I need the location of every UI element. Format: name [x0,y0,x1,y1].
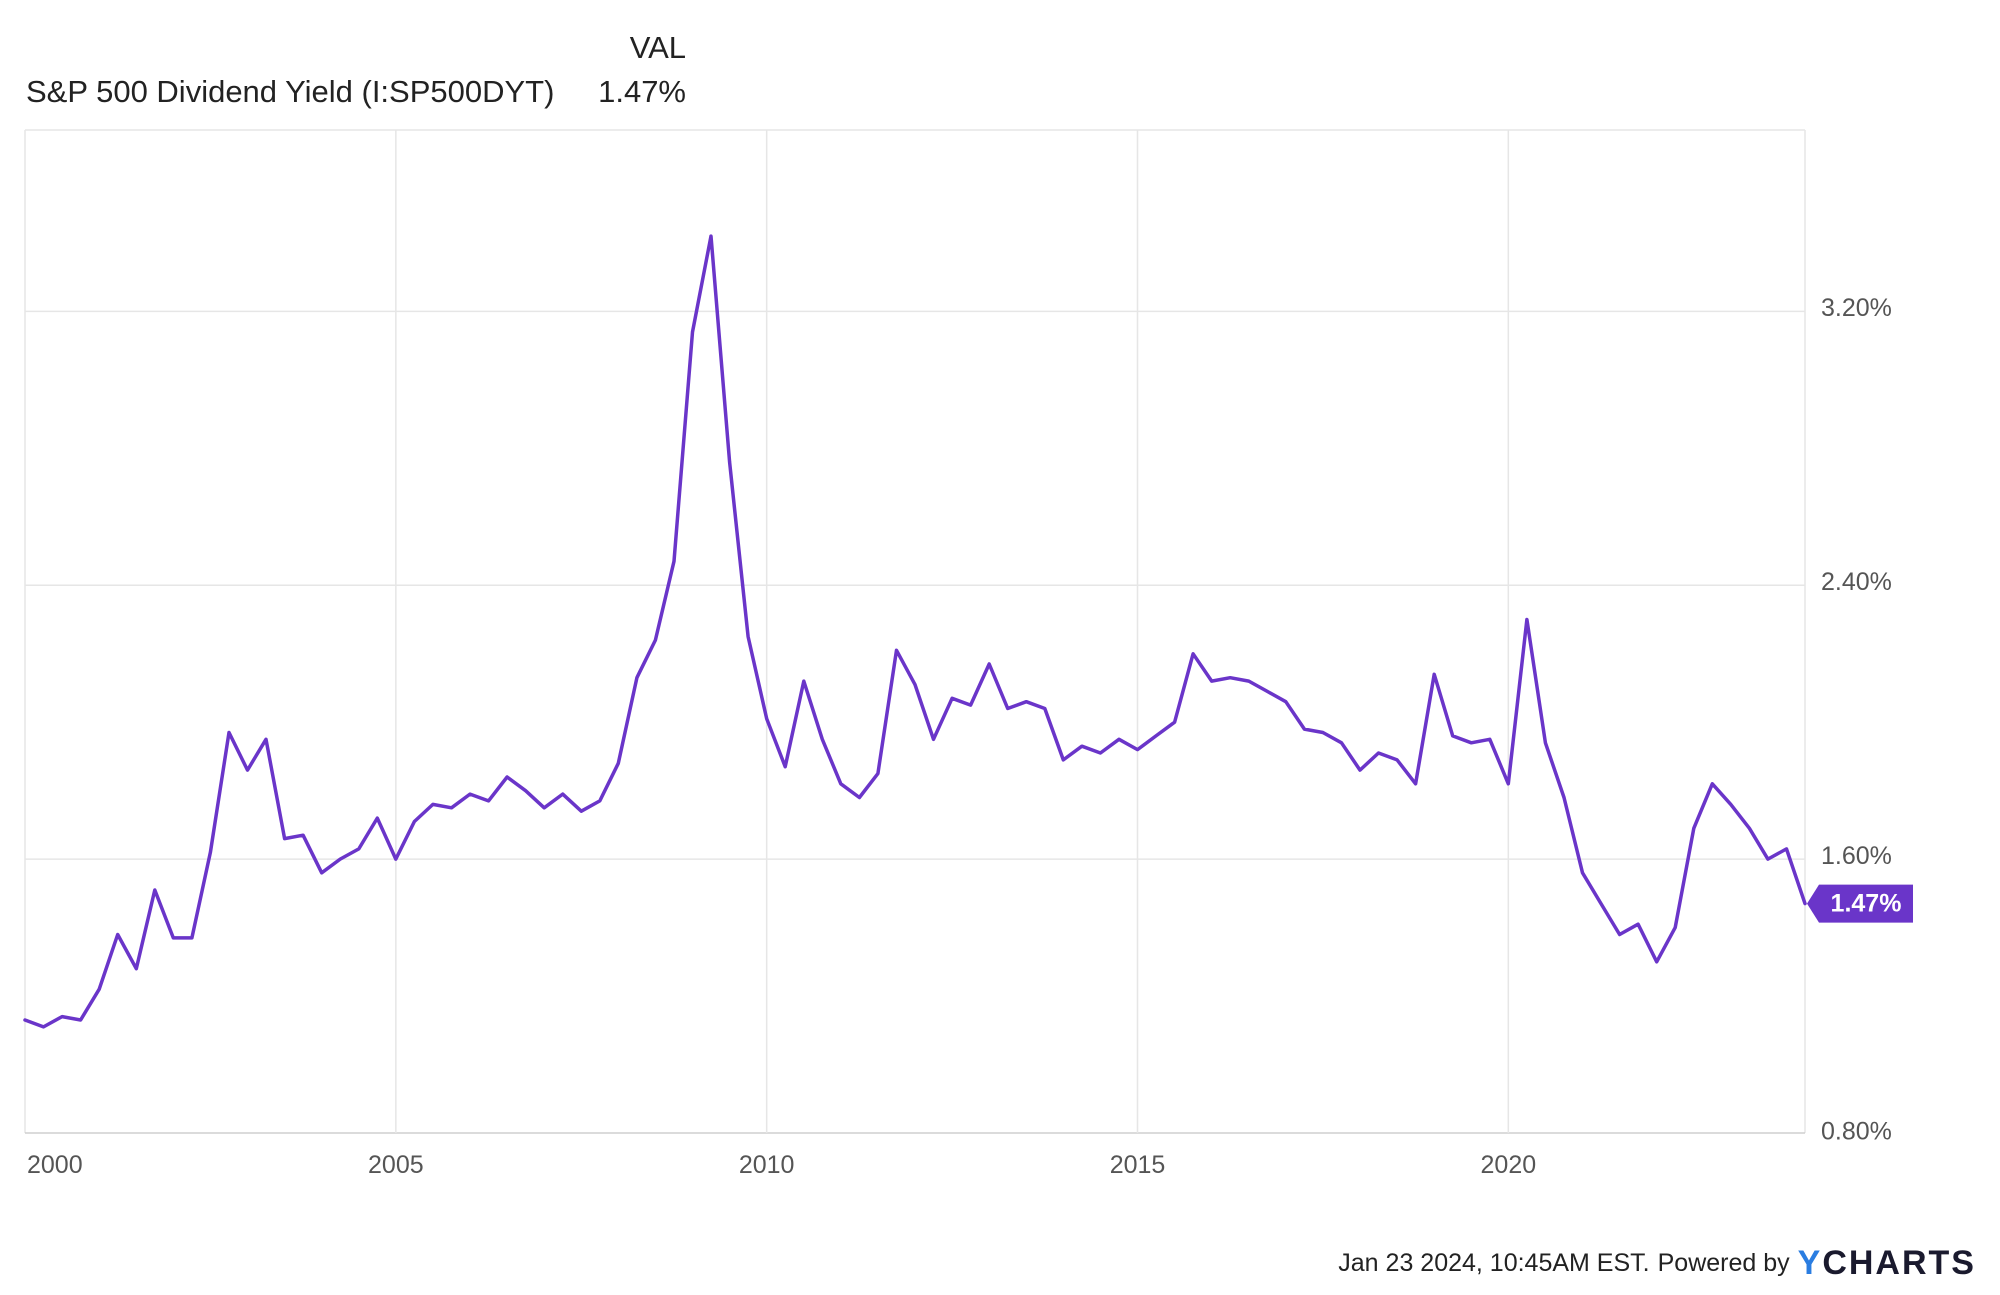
legend-value-header: VAL [629,30,686,65]
x-axis-ticks: 2000 2005 2010 2015 2020 [27,1151,1536,1179]
chart-footer: Jan 23 2024, 10:45AM EST. Powered by YCH… [1338,1243,1976,1283]
grid-layer [24,129,1806,1134]
ycharts-logo[interactable]: YCHARTS [1798,1244,1976,1283]
last-value-badge-label: 1.47% [1831,889,1902,917]
x-tick-label-2010: 2010 [739,1151,795,1179]
y-axis-ticks: 0.80% 1.60% 2.40% 3.20% [1821,294,1892,1146]
x-tick-label-2020: 2020 [1481,1151,1537,1179]
x-tick-label-2005: 2005 [368,1151,424,1179]
last-value-badge-shape [1807,884,1913,923]
series-line-0[interactable] [23,234,1807,1029]
chart-legend: VAL S&P 500 Dividend Yield (I:SP500DYT) … [26,30,686,120]
ycharts-logo-y: Y [1797,1243,1823,1282]
legend-series-value: 1.47% [598,74,686,109]
y-tick-label-3.20%: 3.20% [1821,294,1892,322]
y-tick-label-2.40%: 2.40% [1821,568,1892,596]
y-tick-label-0.80%: 0.80% [1821,1118,1892,1146]
series-layer [23,234,1807,1029]
x-tick-label-2015: 2015 [1110,1151,1166,1179]
ycharts-logo-text: CHARTS [1822,1243,1976,1282]
legend-series-name[interactable]: S&P 500 Dividend Yield (I:SP500DYT) [26,74,555,109]
last-value-badge: 1.47% [1807,884,1913,923]
x-tick-label-2000: 2000 [27,1151,83,1179]
footer-powered-by: Powered by [1657,1248,1790,1277]
y-tick-label-1.60%: 1.60% [1821,842,1892,870]
footer-timestamp: Jan 23 2024, 10:45AM EST. [1338,1248,1650,1277]
